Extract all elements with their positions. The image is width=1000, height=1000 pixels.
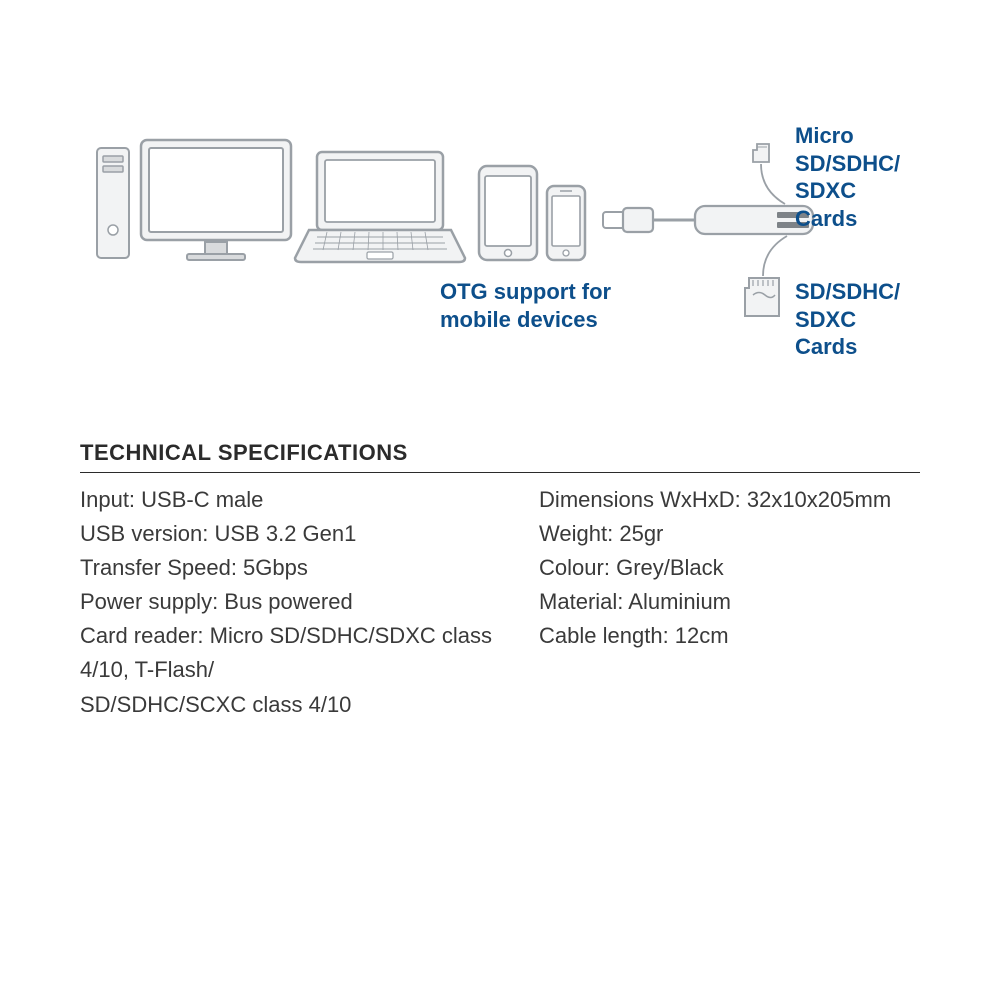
spec-row: Material: Aluminium	[539, 585, 920, 619]
diagram-svg	[95, 130, 905, 380]
spec-row: USB version: USB 3.2 Gen1	[80, 517, 499, 551]
sd-card-icon	[745, 236, 787, 316]
microsd-label: Micro SD/SDHC/SDXC Cards	[795, 122, 905, 232]
spec-section: TECHNICAL SPECIFICATIONS Input: USB-C ma…	[80, 440, 920, 722]
usbc-plug-icon	[603, 208, 653, 232]
spec-title: TECHNICAL SPECIFICATIONS	[80, 440, 920, 473]
monitor-icon	[141, 140, 291, 260]
spec-col-left: Input: USB-C male USB version: USB 3.2 G…	[80, 483, 499, 722]
spec-row: Power supply: Bus powered	[80, 585, 499, 619]
otg-label-text: OTG support formobile devices	[440, 279, 611, 332]
microsd-label-text: Micro SD/SDHC/SDXC Cards	[795, 123, 900, 231]
spec-row: SD/SDHC/SCXC class 4/10	[80, 688, 499, 722]
spec-col-right: Dimensions WxHxD: 32x10x205mm Weight: 25…	[539, 483, 920, 722]
spec-row: Card reader: Micro SD/SDHC/SDXC class 4/…	[80, 619, 499, 687]
tablet-icon	[479, 166, 537, 260]
spec-row: Cable length: 12cm	[539, 619, 920, 653]
otg-label: OTG support formobile devices	[440, 278, 611, 333]
sd-label-text: SD/SDHC/SDXC Cards	[795, 279, 900, 359]
spec-row: Weight: 25gr	[539, 517, 920, 551]
sd-label: SD/SDHC/SDXC Cards	[795, 278, 905, 361]
desktop-tower-icon	[97, 148, 129, 258]
device-diagram: Micro SD/SDHC/SDXC Cards SD/SDHC/SDXC Ca…	[95, 130, 905, 380]
spec-row: Colour: Grey/Black	[539, 551, 920, 585]
laptop-icon	[295, 152, 465, 262]
spec-row: Input: USB-C male	[80, 483, 499, 517]
microsd-card-icon	[753, 144, 785, 204]
spec-row: Dimensions WxHxD: 32x10x205mm	[539, 483, 920, 517]
spec-row: Transfer Speed: 5Gbps	[80, 551, 499, 585]
phone-icon	[547, 186, 585, 260]
spec-columns: Input: USB-C male USB version: USB 3.2 G…	[80, 483, 920, 722]
